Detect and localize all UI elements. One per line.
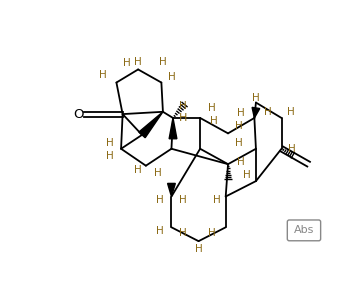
Text: H: H [213, 195, 221, 205]
Text: H: H [208, 103, 216, 113]
Text: H: H [105, 137, 113, 148]
Text: H: H [208, 229, 216, 238]
Text: H: H [264, 107, 271, 117]
Text: H: H [154, 168, 161, 178]
Polygon shape [139, 112, 163, 138]
Polygon shape [168, 183, 175, 197]
Text: H: H [156, 195, 164, 205]
Text: H: H [168, 72, 175, 82]
Text: H: H [134, 57, 142, 67]
Text: H: H [243, 170, 251, 180]
Text: H: H [123, 58, 131, 68]
Text: H: H [236, 108, 244, 118]
Text: H: H [210, 116, 218, 126]
Text: H: H [235, 137, 243, 148]
Text: H: H [237, 157, 245, 167]
Polygon shape [252, 107, 260, 118]
Text: H: H [179, 195, 187, 205]
Text: H: H [179, 101, 187, 111]
Text: H: H [156, 226, 164, 236]
Text: H: H [99, 70, 107, 80]
Text: H: H [134, 164, 142, 175]
Text: Abs: Abs [294, 225, 314, 235]
Text: H: H [105, 151, 113, 162]
Text: H: H [288, 144, 295, 154]
Text: H: H [179, 229, 187, 238]
Text: H: H [252, 93, 260, 103]
Text: H: H [195, 244, 203, 254]
Text: H: H [287, 107, 295, 117]
Polygon shape [169, 118, 177, 139]
Text: O: O [73, 108, 84, 121]
Text: H: H [159, 57, 167, 67]
Text: H: H [235, 121, 243, 131]
FancyBboxPatch shape [287, 220, 321, 241]
Text: H: H [179, 113, 187, 123]
